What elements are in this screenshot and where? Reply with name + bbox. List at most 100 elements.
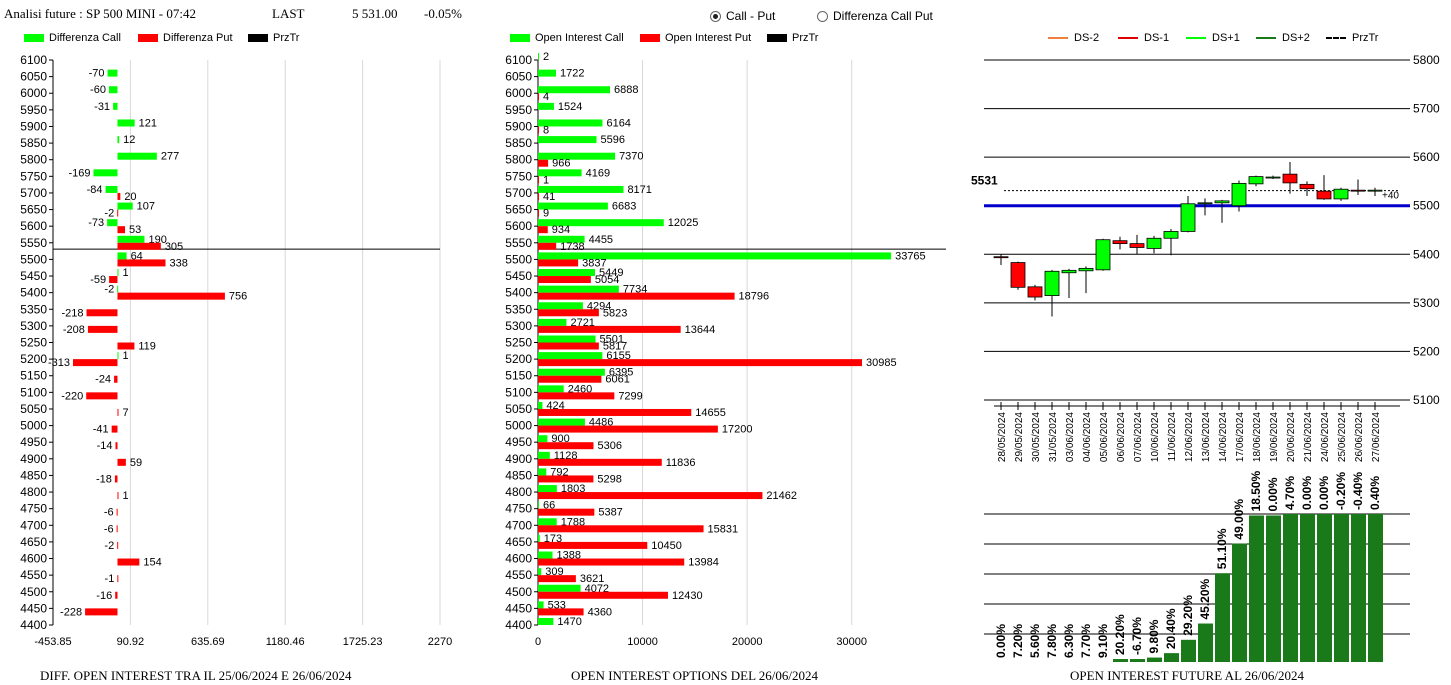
percent-bar [1266,515,1281,662]
header-title: Analisi future : SP 500 MINI - 07:42 [4,6,196,21]
put-bar [115,591,118,599]
legend-diff-put: Differenza Put [138,32,233,44]
bar-value-label: 5501 [600,334,624,346]
bar-value-label: 1738 [560,241,584,253]
legend-diff-call: Differenza Call [24,32,121,44]
bar-value-label: -2 [104,284,114,296]
call-bar [117,269,119,277]
bar-value-label: 305 [165,241,183,253]
bar-value-label: -313 [48,357,70,369]
date-label: 25/06/2024 [1337,412,1348,462]
date-label: 07/06/2024 [1133,412,1144,462]
strike-label: 6000 [20,86,47,100]
strike-label: 4900 [20,452,47,466]
put-bar [117,558,140,566]
candle-down [1129,243,1145,248]
strike-label: 4800 [20,485,47,499]
change-percent: -0.05% [424,6,462,21]
put-bar [87,325,118,333]
bar-value-label: 53 [129,224,141,236]
call-bar [117,235,145,243]
x-tick-label: 1180.46 [266,636,305,648]
date-label: 19/06/2024 [1269,412,1280,462]
put-bar [538,359,863,367]
put-bar [538,375,602,383]
strike-label: 4950 [505,435,532,449]
bar-value-label: 1 [122,490,128,502]
percent-label: 18.50% [1249,470,1263,511]
candle-up [1078,267,1094,272]
call-bar [538,501,539,509]
strike-label: 4650 [20,535,47,549]
strike-label: 5400 [20,286,47,300]
date-label: 10/06/2024 [1150,412,1161,462]
x-tick-label: 635.69 [191,636,225,648]
put-bar [111,425,118,433]
call-bar [538,235,585,243]
call-bar [117,152,157,160]
radio-unselected-icon[interactable] [817,10,828,22]
bar-value-label: -14 [97,440,113,452]
percent-label: 6.30% [1062,624,1076,658]
call-bar [538,86,611,94]
put-bar [538,458,662,466]
percent-label: 0.40% [1368,476,1382,510]
bar-value-label: 966 [552,158,570,170]
date-label: 12/06/2024 [1184,412,1195,462]
put-bar [116,508,118,516]
strike-label: 4400 [20,618,47,632]
candle-up [1061,269,1077,274]
call-bar [538,102,554,110]
legend-label: PrzTr [273,32,300,44]
radio-differenza-call-put[interactable]: Differenza Call Put [817,9,933,23]
legend-swatch-green [510,34,530,42]
bar-value-label: -31 [94,101,110,113]
bar-value-label: 20 [124,191,136,203]
strike-label: 4400 [505,618,532,632]
bar-value-label: 33765 [895,250,926,262]
call-bar [107,219,118,227]
put-bar [538,276,591,284]
percent-bar [1130,659,1145,662]
strike-label: 4750 [20,502,47,516]
y-tick-label: 5300 [1413,296,1440,310]
bar-value-label: -70 [89,68,105,80]
bar-value-label: 4455 [589,234,613,246]
strike-label: 5250 [20,336,47,350]
call-bar [113,102,118,110]
x-tick-label: 10000 [627,636,658,648]
bar-value-label: 12 [123,134,135,146]
bar-value-label: 7 [122,407,128,419]
date-label: 21/06/2024 [1303,412,1314,462]
strike-label: 5150 [505,369,532,383]
percent-label: 9.10% [1096,624,1110,658]
put-bar [538,608,584,616]
percent-bar [1147,657,1162,662]
bar-value-label: 1524 [558,101,582,113]
radio-selected-icon[interactable] [710,10,721,22]
date-label: 13/06/2024 [1201,412,1212,462]
radio-call-put[interactable]: Call - Put [710,9,775,23]
strike-label: 5700 [505,186,532,200]
strike-label: 5400 [505,286,532,300]
strike-label: 4700 [20,518,47,532]
call-bar [538,368,605,376]
put-bar [538,492,763,500]
bar-value-label: 17200 [722,424,753,436]
strike-label: 5850 [505,136,532,150]
call-bar [117,136,120,144]
strike-label: 5200 [505,352,532,366]
bar-value-label: 756 [229,291,247,303]
legend-label: PrzTr [1352,32,1379,44]
candle-up [1248,176,1264,185]
legend-ds-plus2: DS+2 [1256,32,1310,44]
percent-label: 0.00% [1317,476,1331,510]
bar-value-label: -84 [87,184,103,196]
call-bar [538,418,585,426]
legend-prztr-3: PrzTr [1326,32,1378,44]
percent-label: 45.20% [1198,578,1212,619]
bar-value-label: -59 [90,274,106,286]
strike-label: 4850 [505,468,532,482]
legend-ds-minus1: DS-1 [1118,32,1169,44]
bar-value-label: 8 [543,124,549,136]
